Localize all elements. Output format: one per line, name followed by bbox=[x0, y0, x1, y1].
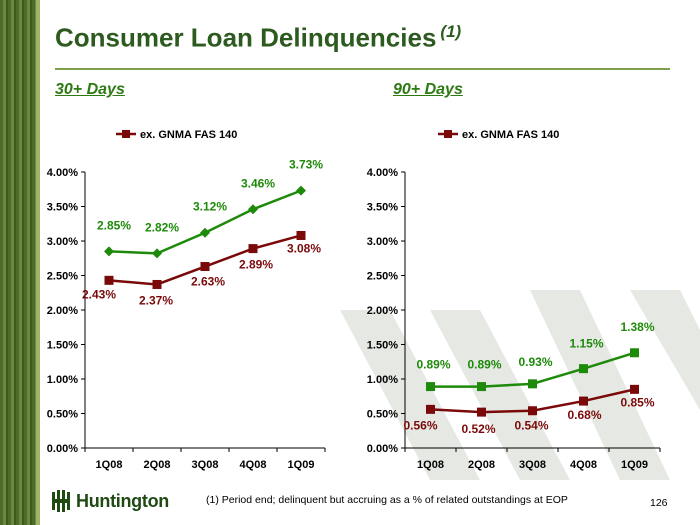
huntington-logo-mark bbox=[52, 490, 70, 512]
data-point bbox=[426, 382, 435, 392]
x-tick-label: 3Q08 bbox=[192, 459, 219, 471]
data-point bbox=[477, 407, 486, 417]
data-label: 0.52% bbox=[462, 422, 496, 436]
y-tick-label: 1.00% bbox=[367, 374, 398, 386]
data-point bbox=[200, 227, 210, 238]
page-number: 126 bbox=[650, 497, 668, 509]
huntington-logo: Huntington bbox=[52, 488, 169, 514]
y-tick-label: 2.00% bbox=[367, 305, 398, 317]
data-point bbox=[152, 248, 162, 259]
data-point bbox=[152, 279, 162, 289]
data-point bbox=[296, 185, 306, 196]
left-decorative-strip-edge bbox=[36, 0, 40, 525]
x-tick-label: 4Q08 bbox=[570, 459, 597, 471]
data-label: 0.89% bbox=[468, 358, 502, 372]
x-tick-label: 1Q09 bbox=[288, 459, 315, 471]
y-tick-label: 0.50% bbox=[367, 409, 398, 421]
data-point bbox=[104, 275, 114, 285]
data-point bbox=[200, 262, 210, 272]
x-tick-label: 3Q08 bbox=[519, 459, 546, 471]
data-label: 3.08% bbox=[287, 241, 321, 255]
data-point bbox=[104, 246, 114, 257]
y-tick-label: 3.50% bbox=[367, 202, 398, 214]
data-point bbox=[630, 384, 639, 394]
x-tick-label: 1Q08 bbox=[96, 459, 123, 471]
data-point bbox=[296, 230, 306, 240]
y-tick-label: 3.00% bbox=[47, 236, 78, 248]
data-label: 2.37% bbox=[139, 293, 173, 307]
data-point bbox=[426, 404, 435, 414]
x-tick-label: 2Q08 bbox=[144, 459, 171, 471]
data-point bbox=[477, 382, 486, 392]
x-tick-label: 2Q08 bbox=[468, 459, 495, 471]
x-tick-label: 1Q09 bbox=[621, 459, 648, 471]
title-footnote-marker: (1) bbox=[440, 22, 462, 41]
data-point bbox=[528, 379, 537, 389]
data-point bbox=[528, 406, 537, 416]
data-label: 3.12% bbox=[193, 200, 227, 214]
title-divider bbox=[55, 68, 670, 70]
data-label: 3.73% bbox=[289, 158, 323, 172]
y-tick-label: 0.00% bbox=[47, 443, 78, 455]
y-tick-label: 1.50% bbox=[367, 340, 398, 352]
data-point bbox=[248, 244, 258, 254]
legend-entry: ex. GNMA FAS 140 bbox=[116, 129, 237, 141]
y-tick-label: 0.50% bbox=[47, 409, 78, 421]
huntington-logo-text: Huntington bbox=[76, 490, 169, 511]
data-label: 2.82% bbox=[145, 220, 179, 234]
y-tick-label: 3.50% bbox=[47, 202, 78, 214]
data-label: 1.15% bbox=[570, 337, 604, 351]
data-label: 0.54% bbox=[515, 419, 549, 433]
legend-marker bbox=[122, 130, 130, 138]
left-decorative-strip bbox=[0, 0, 36, 525]
x-tick-label: 1Q08 bbox=[417, 459, 444, 471]
background-chevron-watermark bbox=[340, 290, 700, 480]
data-label: 1.38% bbox=[621, 320, 655, 334]
data-point bbox=[630, 348, 639, 358]
legend-marker bbox=[444, 130, 452, 138]
data-point bbox=[579, 364, 588, 374]
y-tick-label: 2.00% bbox=[47, 305, 78, 317]
data-label: 2.89% bbox=[239, 258, 273, 272]
y-tick-label: 3.00% bbox=[367, 236, 398, 248]
y-tick-label: 2.50% bbox=[367, 271, 398, 283]
y-tick-label: 2.50% bbox=[47, 271, 78, 283]
data-label: 3.46% bbox=[241, 176, 275, 190]
x-tick-label: 4Q08 bbox=[240, 459, 267, 471]
legend-entry: ex. GNMA FAS 140 bbox=[438, 129, 559, 141]
data-label: 0.89% bbox=[417, 358, 451, 372]
y-tick-label: 4.00% bbox=[367, 167, 398, 179]
data-label: 2.85% bbox=[97, 218, 131, 232]
data-label: 0.93% bbox=[519, 355, 553, 369]
y-tick-label: 1.00% bbox=[47, 374, 78, 386]
legend-label: ex. GNMA FAS 140 bbox=[462, 129, 559, 141]
data-label: 2.43% bbox=[82, 287, 116, 301]
subtitle-90-days: 90+ Days bbox=[393, 81, 463, 98]
data-label: 0.56% bbox=[404, 418, 438, 432]
chart-30-days: 0.00% 0.50% 1.00% 1.50% 2.00% 2.50% 3.00% 3.50%… bbox=[47, 129, 326, 471]
chart-90-days: 0.00% 0.50% 1.00% 1.50% 2.00% 2.50% 3.00% 3.50%… bbox=[367, 129, 661, 471]
y-tick-label: 1.50% bbox=[47, 340, 78, 352]
legend-label: ex. GNMA FAS 140 bbox=[140, 129, 237, 141]
y-tick-label: 4.00% bbox=[47, 167, 78, 179]
subtitle-30-days: 30+ Days bbox=[55, 81, 125, 98]
data-label: 0.68% bbox=[568, 408, 602, 422]
data-label: 2.63% bbox=[191, 275, 225, 289]
data-label: 0.85% bbox=[621, 395, 655, 409]
y-tick-label: 0.00% bbox=[367, 443, 398, 455]
page-title-text: Consumer Loan Delinquencies bbox=[55, 22, 437, 53]
data-point bbox=[579, 396, 588, 406]
data-point bbox=[248, 204, 258, 215]
footnote: (1) Period end; delinquent but accruing … bbox=[206, 494, 568, 506]
page-title: Consumer Loan Delinquencies (1) bbox=[55, 22, 461, 54]
